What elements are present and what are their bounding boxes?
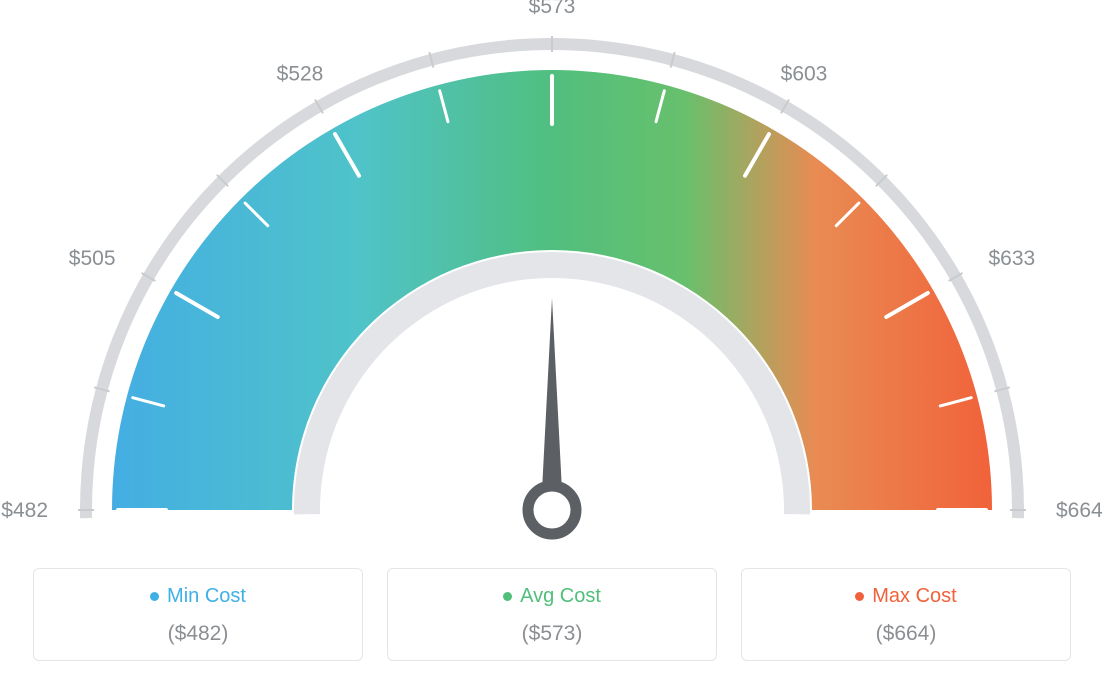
gauge-needle-hub — [528, 486, 576, 534]
gauge-tick-label: $603 — [781, 63, 828, 86]
legend-title-avg: Avg Cost — [503, 585, 601, 608]
gauge-tick-label: $528 — [277, 63, 324, 86]
legend-value-avg: ($573) — [398, 622, 706, 646]
gauge-tick-label: $482 — [1, 499, 48, 522]
gauge-tick-label: $505 — [69, 247, 116, 270]
legend-row: Min Cost ($482) Avg Cost ($573) Max Cost… — [0, 568, 1104, 661]
legend-card-max: Max Cost ($664) — [741, 568, 1071, 661]
legend-dot-min — [150, 592, 159, 601]
legend-value-min: ($482) — [44, 622, 352, 646]
cost-gauge: $482 $505 $528 $573 $603 $633 $664 — [0, 0, 1104, 560]
legend-card-min: Min Cost ($482) — [33, 568, 363, 661]
legend-label-min: Min Cost — [167, 585, 246, 608]
legend-value-max: ($664) — [752, 622, 1060, 646]
legend-card-avg: Avg Cost ($573) — [387, 568, 717, 661]
gauge-tick-label: $664 — [1056, 499, 1103, 522]
legend-title-max: Max Cost — [855, 585, 956, 608]
gauge-needle — [541, 298, 563, 510]
gauge-tick-label: $633 — [988, 247, 1035, 270]
legend-dot-avg — [503, 592, 512, 601]
legend-dot-max — [855, 592, 864, 601]
gauge-tick-label: $573 — [529, 0, 576, 18]
legend-title-min: Min Cost — [150, 585, 246, 608]
legend-label-avg: Avg Cost — [520, 585, 601, 608]
legend-label-max: Max Cost — [872, 585, 956, 608]
